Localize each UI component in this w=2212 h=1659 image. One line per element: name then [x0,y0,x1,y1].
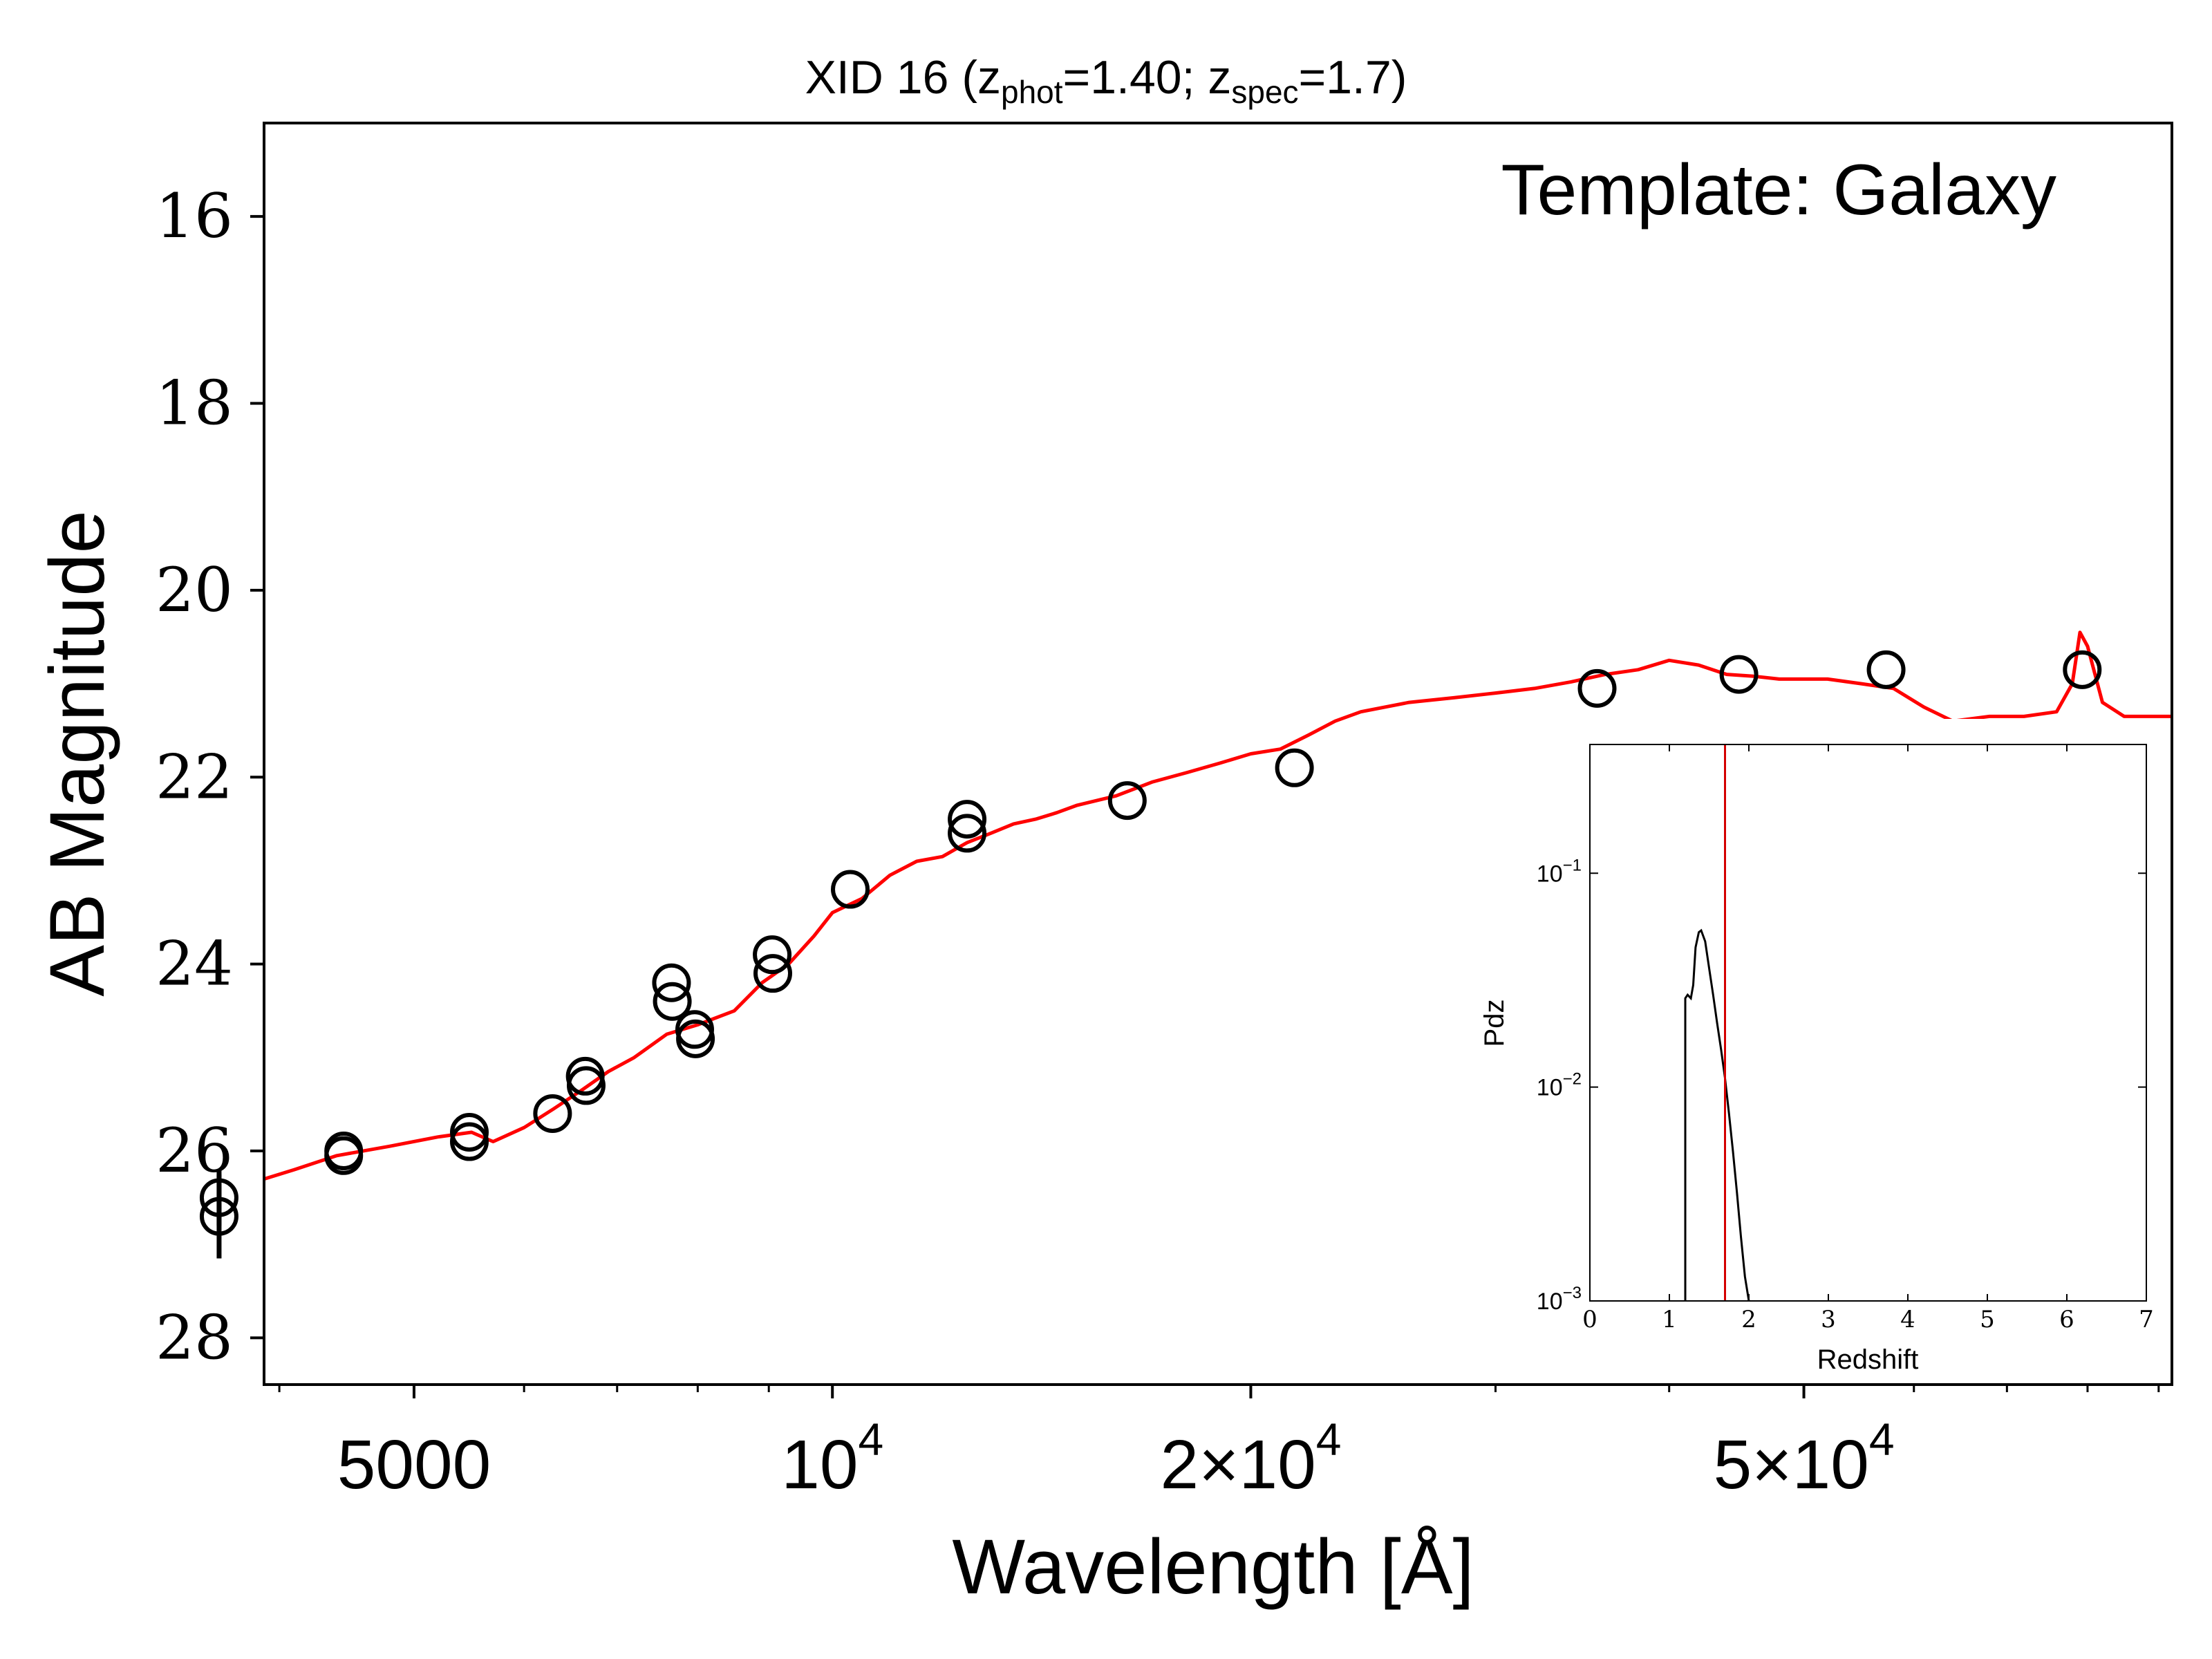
title-subscript-phot: phot [1001,74,1063,110]
y-tick-label: 24 [156,928,233,1000]
photometry-point [449,1122,489,1161]
inset-y-label: Pdz [1479,1000,1510,1047]
pdz-inset: 0 1 2 3 4 5 6 7 10−1 10−2 10−3 Redshift Pdz [1469,719,2171,1382]
inset-frame [1589,744,2147,1302]
photometry-point [652,963,691,1002]
template-layer [263,630,2172,1181]
photometry-point [449,1113,489,1152]
photometry-point [831,870,870,909]
photometry-point [1275,748,1314,787]
inset-x-tick-label: 2 [1741,1306,1756,1333]
y-tick-label: 28 [156,1302,233,1373]
inset-y-tick-label: 10−3 [1537,1284,1582,1315]
template-spectrum-line [263,630,2172,1181]
title-end: =1.7) [1299,51,1407,104]
inset-x-tick-label: 4 [1900,1306,1915,1333]
x-tick-label: 104 [781,1414,883,1503]
inset-x-label: Redshift [1817,1344,1919,1375]
title-subscript-spec: spec [1231,74,1298,110]
title-main: XID 16 (z [805,51,1001,104]
photometry-point [653,982,692,1021]
y-tick-label: 22 [156,741,233,812]
inset-y-tick-label: 10−1 [1537,856,1582,887]
inset-background [1469,719,2171,1382]
inset-x-tick-label: 5 [1980,1306,1995,1333]
photometry-point [1719,655,1759,694]
pdz-curve-layer [1684,928,1750,1302]
inset-x-tick-label: 1 [1662,1306,1677,1333]
photometry-point [948,800,987,839]
chart-title: XID 16 (zphot=1.40; zspec=1.7) [805,51,1407,110]
x-ticks: 5000 104 2×104 5×104 [278,1385,2160,1503]
y-ticks: 16 18 20 22 24 26 28 [156,180,264,1373]
photometry-point [2063,650,2102,689]
y-tick-label: 16 [156,180,233,252]
photometry-point [1866,650,1906,689]
photometry-layer [199,650,2102,1259]
photometry-point [566,1066,606,1105]
photometry-point [948,814,987,853]
pdz-curve [1684,928,1750,1302]
inset-x-tick-label: 0 [1582,1306,1597,1333]
inset-y-tick-label: 10−2 [1537,1070,1582,1101]
inset-y-ticks: 10−1 10−2 10−3 [1537,856,2146,1315]
y-tick-label: 18 [156,368,233,439]
photometry-point [753,935,792,975]
x-tick-label: 5×104 [1714,1414,1895,1503]
x-tick-label: 5000 [337,1426,491,1503]
y-tick-label: 26 [156,1115,233,1186]
inset-x-tick-label: 3 [1821,1306,1836,1333]
photometry-point [533,1094,572,1133]
template-annotation: Template: Galaxy [1501,150,2056,230]
photometry-point [199,1178,238,1217]
photometry-point [753,954,793,993]
main-plot-frame [263,122,2173,1386]
title-middle: =1.40; z [1063,51,1232,104]
photometry-point [676,1019,715,1058]
inset-x-tick-label: 7 [2139,1306,2154,1333]
photometry-point [324,1132,364,1171]
photometry-point [1107,781,1147,821]
photometry-point [1577,668,1617,708]
y-tick-label: 20 [156,554,233,626]
inset-x-tick-label: 6 [2059,1306,2074,1333]
inset-x-ticks: 0 1 2 3 4 5 6 7 [1582,744,2154,1333]
y-axis-label: AB Magnitude [34,510,120,997]
x-axis-label: Wavelength [Å] [952,1524,1474,1610]
x-tick-label: 2×104 [1160,1414,1341,1503]
